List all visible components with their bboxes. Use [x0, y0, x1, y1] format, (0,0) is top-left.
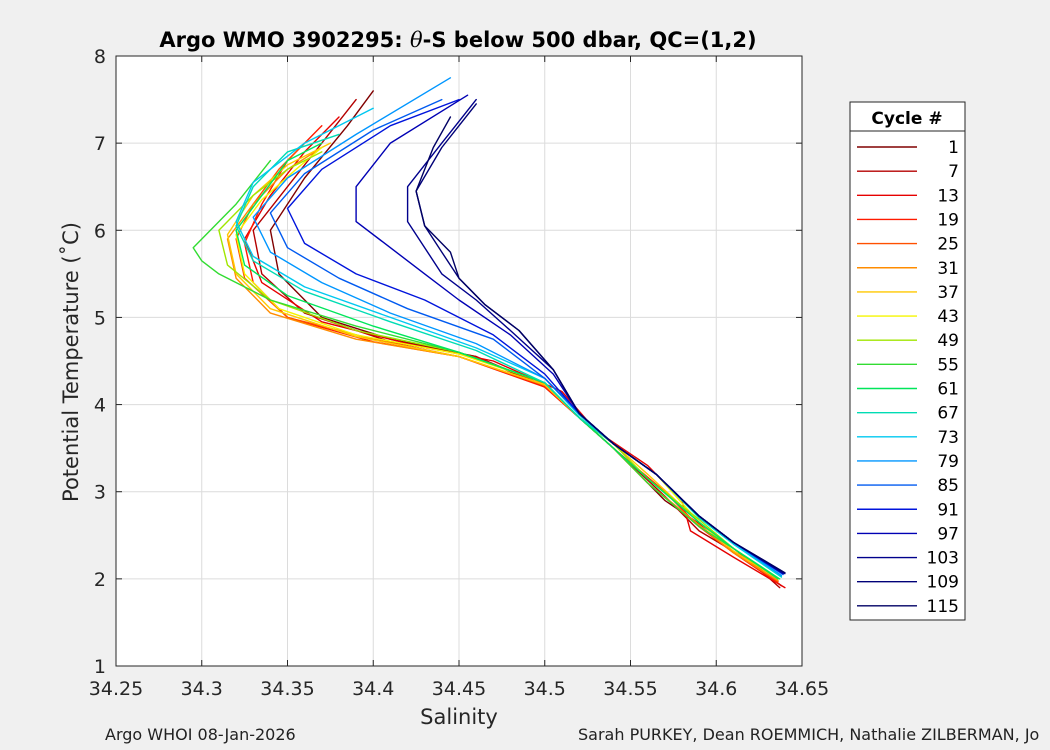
chart-title-suffix: -S below 500 dbar, QC=(1,2) — [423, 28, 757, 52]
footer-source: Argo WHOI 08-Jan-2026 — [105, 725, 296, 744]
x-tick-label: 34.3 — [181, 678, 223, 700]
legend-label-67: 67 — [937, 404, 959, 424]
legend-label-7: 7 — [948, 162, 959, 182]
x-tick-label: 34.45 — [432, 678, 486, 700]
chart-title: Argo WMO 3902295: θ-S below 500 dbar, QC… — [159, 28, 756, 52]
x-tick-label: 34.25 — [89, 678, 143, 700]
series-line-cycle-13 — [243, 116, 786, 589]
legend-label-115: 115 — [927, 597, 959, 617]
legend-label-61: 61 — [937, 380, 959, 400]
x-axis-label: Salinity — [420, 705, 498, 729]
series-line-cycle-61 — [235, 142, 781, 580]
legend-label-79: 79 — [937, 452, 959, 472]
x-tick-label: 34.55 — [603, 678, 657, 700]
legend-label-31: 31 — [937, 259, 959, 279]
y-tick-label: 2 — [94, 569, 106, 591]
series-line-cycle-43 — [235, 146, 779, 580]
x-tick-label: 34.65 — [775, 678, 829, 700]
y-tick-label: 3 — [94, 482, 106, 504]
x-tick-label: 34.6 — [695, 678, 737, 700]
legend-label-97: 97 — [937, 524, 959, 544]
chart-title-theta: θ — [410, 28, 423, 52]
legend-label-55: 55 — [937, 355, 959, 375]
y-axis-label: Potential Temperature (˚C) — [59, 222, 83, 502]
legend-label-91: 91 — [937, 500, 959, 520]
chart-title-prefix: Argo WMO 3902295: — [159, 28, 410, 52]
y-tick-label: 4 — [94, 395, 106, 417]
legend-label-43: 43 — [937, 307, 959, 327]
legend-label-25: 25 — [937, 235, 959, 255]
y-tick-label: 1 — [94, 656, 106, 678]
y-tick-label: 8 — [94, 46, 106, 68]
x-tick-label: 34.5 — [524, 678, 566, 700]
legend: Cycle # 1 7 13 19 25 31 37 43 49 55 61 67 73 79 85 91 97… — [849, 101, 966, 621]
legend-label-13: 13 — [937, 186, 959, 206]
legend-label-49: 49 — [937, 331, 959, 351]
legend-label-103: 103 — [927, 549, 959, 569]
legend-items: 1 7 13 19 25 31 37 43 49 55 61 67 73 79 85 91 97 103 109 11… — [857, 138, 959, 617]
x-tick-label: 34.4 — [352, 678, 394, 700]
x-tick-label: 34.35 — [260, 678, 314, 700]
legend-label-73: 73 — [937, 428, 959, 448]
legend-label-1: 1 — [948, 138, 959, 158]
footer-credits: Sarah PURKEY, Dean ROEMMICH, Nathalie ZI… — [578, 725, 1040, 744]
legend-label-85: 85 — [937, 476, 959, 496]
y-tick-label: 5 — [94, 307, 106, 329]
legend-label-37: 37 — [937, 283, 959, 303]
axis-ticks: 34.25 34.3 34.35 34.4 34.45 34.5 34.55 34.6 34.6… — [89, 46, 829, 700]
series-line-cycle-67 — [235, 133, 783, 578]
y-tick-label: 6 — [94, 220, 106, 242]
series-line-cycle-115 — [415, 116, 786, 574]
legend-label-19: 19 — [937, 210, 959, 230]
legend-title: Cycle # — [871, 109, 942, 129]
y-tick-label: 7 — [94, 133, 106, 155]
series-group — [192, 77, 786, 589]
legend-label-109: 109 — [927, 573, 959, 593]
